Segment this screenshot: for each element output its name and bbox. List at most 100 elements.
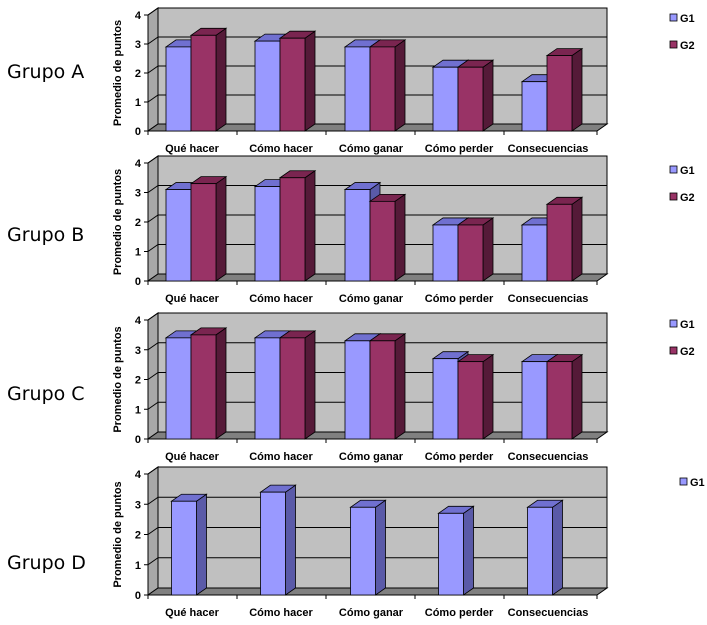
- x-tick-label: Cómo hacer: [249, 451, 313, 463]
- bar-g2-4: [545, 196, 584, 282]
- bar-front-face: [344, 340, 371, 440]
- legend-swatch-g2: [669, 40, 678, 49]
- bar-front-face: [344, 189, 371, 282]
- legend: G1 G2: [669, 165, 695, 204]
- bar-side-face: [571, 47, 583, 132]
- bar-side-face: [196, 493, 207, 596]
- gridline-side: [147, 155, 159, 164]
- chart-panel-a: 0 1 2 3 4 Qué hacer Cómo hacer Cómo ganar Cómo p…: [7, 7, 695, 155]
- gridline-side: [147, 7, 159, 16]
- gridline-side: [147, 185, 159, 193]
- bar-front-face: [369, 200, 396, 282]
- chart-panel-b: 0 1 2 3 4 Qué hacer Cómo hacer Cómo ganar Cómo p…: [7, 155, 695, 305]
- legend-swatch-g1: [669, 319, 678, 328]
- y-axis-label: Promedio de puntos: [112, 169, 124, 275]
- bar-side-face: [215, 327, 227, 440]
- gridline-side: [147, 496, 159, 505]
- bar-g2-1: [278, 330, 317, 440]
- bar-front-face: [521, 81, 548, 132]
- y-tick-label: 1: [135, 247, 141, 259]
- gridline-side: [147, 244, 159, 252]
- bar-side-face: [304, 30, 316, 132]
- bar-side-face: [215, 175, 227, 282]
- x-tick-label: Cómo hacer: [249, 607, 313, 619]
- x-tick-label: Cómo perder: [425, 451, 494, 463]
- bar-g2-3: [456, 217, 495, 282]
- legend-swatch-g1: [669, 13, 678, 22]
- y-tick-label: 4: [135, 315, 142, 327]
- y-tick-label: 2: [135, 375, 141, 387]
- x-tick-label: Consecuencias: [508, 451, 589, 463]
- gridline-side: [147, 372, 159, 380]
- bar-front-face: [254, 337, 281, 440]
- bar-front-face: [190, 334, 217, 440]
- bar-side-face: [375, 499, 386, 596]
- bar-front-face: [369, 340, 396, 440]
- bar-g1-2: [349, 499, 387, 596]
- bar-g2-0: [189, 327, 228, 440]
- bar-front-face: [527, 506, 553, 596]
- legend-label-g2: G2: [680, 40, 695, 52]
- group-label: Grupo C: [7, 383, 85, 405]
- bar-g2-2: [368, 333, 407, 440]
- bar-side-face: [482, 353, 494, 440]
- x-tick-label: Cómo ganar: [339, 143, 404, 155]
- x-tick-label: Cómo ganar: [339, 293, 404, 305]
- bar-side-face: [394, 193, 406, 282]
- bar-front-face: [279, 177, 306, 282]
- bar-front-face: [546, 203, 573, 282]
- bar-g2-2: [368, 193, 407, 282]
- y-axis-label: Promedio de puntos: [112, 326, 124, 432]
- gridline-side: [147, 65, 159, 74]
- bar-front-face: [438, 512, 464, 596]
- y-tick-label: 0: [135, 276, 141, 288]
- bar-front-face: [279, 37, 306, 132]
- y-tick-label: 0: [135, 126, 141, 138]
- bar-g2-3: [456, 59, 495, 132]
- group-label: Grupo B: [7, 224, 84, 246]
- legend-swatch-g2: [669, 346, 678, 355]
- gridline-side: [147, 94, 159, 103]
- x-tick-label: Consecuencias: [508, 293, 589, 305]
- y-tick-label: 2: [135, 68, 141, 80]
- y-tick-label: 4: [135, 10, 142, 22]
- bar-side-face: [571, 353, 583, 440]
- bar-g1-4: [526, 499, 564, 596]
- legend-swatch-g2: [669, 192, 678, 201]
- y-tick-label: 4: [135, 469, 142, 481]
- x-tick-label: Cómo ganar: [339, 451, 404, 463]
- gridline-side: [147, 312, 159, 321]
- bar-front-face: [165, 46, 192, 132]
- y-tick-label: 1: [135, 560, 141, 572]
- bar-g2-4: [545, 47, 584, 132]
- bar-front-face: [521, 361, 548, 440]
- x-tick-label: Qué hacer: [165, 451, 220, 463]
- bar-g2-4: [545, 353, 584, 440]
- bar-front-face: [457, 66, 484, 132]
- bar-side-face: [482, 217, 494, 282]
- y-tick-label: 3: [135, 499, 141, 511]
- x-tick-label: Consecuencias: [508, 607, 589, 619]
- chart-panel-d: 0 1 2 3 4 Qué hacer Cómo hacer Cómo ganar Cómo p…: [7, 466, 705, 619]
- x-tick-label: Cómo perder: [425, 607, 494, 619]
- bar-g1-3: [437, 505, 475, 596]
- bar-front-face: [432, 224, 459, 282]
- legend: G1 G2: [669, 13, 695, 52]
- bar-front-face: [457, 361, 484, 440]
- bar-g1-1: [259, 484, 297, 596]
- legend-swatch-g1: [679, 477, 688, 486]
- bar-front-face: [546, 361, 573, 440]
- bar-g2-0: [189, 27, 228, 132]
- bar-side-face: [463, 505, 474, 596]
- bar-front-face: [521, 224, 548, 282]
- bar-g2-1: [278, 169, 317, 282]
- y-tick-label: 0: [135, 434, 141, 446]
- bar-side-face: [394, 333, 406, 440]
- bar-g1-0: [170, 493, 208, 596]
- y-tick-label: 1: [135, 404, 141, 416]
- gridline-side: [147, 36, 159, 45]
- x-tick-label: Qué hacer: [165, 293, 220, 305]
- gridline-side: [147, 401, 159, 410]
- y-tick-label: 2: [135, 530, 141, 542]
